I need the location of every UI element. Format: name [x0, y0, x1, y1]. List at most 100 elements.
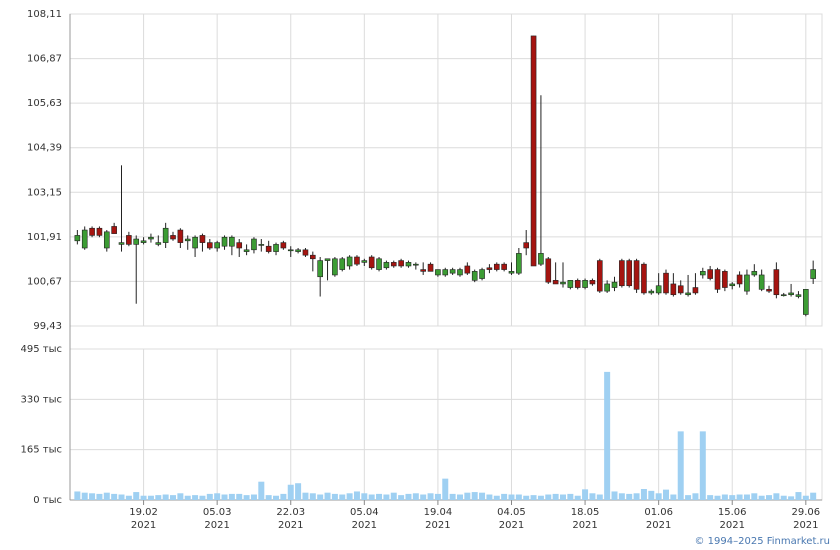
candle-body [596, 260, 603, 292]
volume-bar [74, 491, 81, 500]
candle-body [317, 260, 323, 278]
candle-body [714, 269, 721, 290]
volume-bar [464, 492, 471, 500]
volume-bar [523, 495, 530, 500]
volume-bar [685, 495, 692, 500]
y2-tick-label: 165 тыс [21, 445, 62, 456]
candle-body [346, 256, 353, 267]
candle-body [803, 289, 809, 315]
candle-body [251, 238, 257, 251]
volume-bar [221, 494, 228, 500]
candle-body [376, 258, 382, 270]
y-tick-label: 103,15 [27, 187, 62, 198]
x-tick-year: 2021 [425, 520, 450, 531]
candle-body [199, 235, 206, 243]
volume-bar [250, 494, 257, 500]
volume-bar [258, 481, 265, 500]
volume-bar [376, 493, 383, 500]
candle-body [501, 263, 507, 270]
candle-body [493, 263, 500, 270]
volume-bar [368, 494, 375, 500]
candle-body [287, 249, 294, 252]
candle-body [126, 235, 132, 245]
volume-bar [206, 493, 213, 500]
volume-bar [766, 495, 773, 500]
candle-body [435, 269, 441, 276]
volume-bar [243, 495, 250, 500]
candle-body [148, 236, 154, 240]
candle-body [96, 227, 103, 236]
volume-bar [530, 495, 537, 500]
volume-bar [353, 491, 360, 500]
candle-body [103, 231, 110, 249]
volume-bar [398, 495, 405, 500]
volume-bar [309, 493, 316, 500]
y-tick-label: 100,67 [27, 276, 62, 287]
volume-bar [273, 495, 280, 500]
volume-bar [280, 493, 287, 500]
x-tick-year: 2021 [352, 520, 377, 531]
candle-body [508, 271, 515, 274]
volume-bar [162, 494, 169, 500]
candle-body [766, 289, 772, 292]
volume-bar [214, 493, 221, 500]
volume-bar [412, 493, 419, 500]
volume-panel [69, 348, 823, 501]
volume-bar [383, 494, 390, 500]
volume-bar [780, 495, 787, 500]
volume-bar [567, 493, 574, 500]
candle-body [589, 280, 596, 285]
candle-body [140, 240, 147, 243]
volume-bar [147, 495, 154, 500]
x-tick-year: 2021 [499, 520, 524, 531]
volume-bar [493, 495, 500, 500]
candle-body [405, 262, 412, 267]
volume-bar [574, 495, 581, 500]
candle-body [780, 294, 787, 297]
volume-bar [795, 492, 802, 500]
candle-body [677, 285, 684, 294]
candle-body [685, 292, 691, 296]
y-tick-label: 106,87 [27, 54, 62, 65]
candle-body [295, 249, 301, 252]
volume-bar [582, 489, 589, 500]
candle-body [207, 242, 213, 249]
candle-body [89, 227, 95, 236]
volume-bar [648, 490, 655, 500]
y2-tick-label: 495 тыс [21, 344, 62, 355]
volume-bar [508, 494, 515, 500]
candle-body [736, 274, 743, 285]
y-tick-label: 104,39 [27, 143, 62, 154]
candle-body [339, 258, 346, 270]
candle-body [523, 242, 530, 249]
candle-body [111, 226, 117, 234]
volume-bar [111, 493, 118, 500]
candle-body [633, 260, 640, 290]
candle-body [273, 244, 279, 252]
volume-bar [228, 493, 235, 500]
volume-bar [655, 493, 662, 500]
volume-bar [427, 493, 434, 500]
candle-body [324, 258, 331, 261]
candle-body [184, 238, 191, 242]
candle-body [699, 271, 706, 276]
volume-bar [324, 492, 331, 500]
candle-body [655, 285, 662, 294]
footer: © 1994–2025 Finmarket.ru [694, 536, 830, 547]
candle-body [626, 260, 633, 287]
volume-bar [361, 493, 368, 500]
volume-bar [729, 495, 736, 500]
y-tick-label: 105,63 [27, 98, 62, 109]
candle-body [758, 274, 765, 290]
x-tick-label: 19.04 [424, 507, 453, 518]
candle-body [427, 263, 434, 272]
x-tick-label: 19.02 [129, 507, 158, 518]
x-tick-label: 05.03 [203, 507, 232, 518]
volume-bar [236, 493, 243, 500]
volume-bar [449, 493, 456, 500]
volume-bar [714, 495, 721, 500]
volume-bar [434, 493, 441, 500]
volume-bar [317, 494, 324, 500]
volume-bar [339, 494, 346, 500]
candle-body [442, 269, 449, 276]
